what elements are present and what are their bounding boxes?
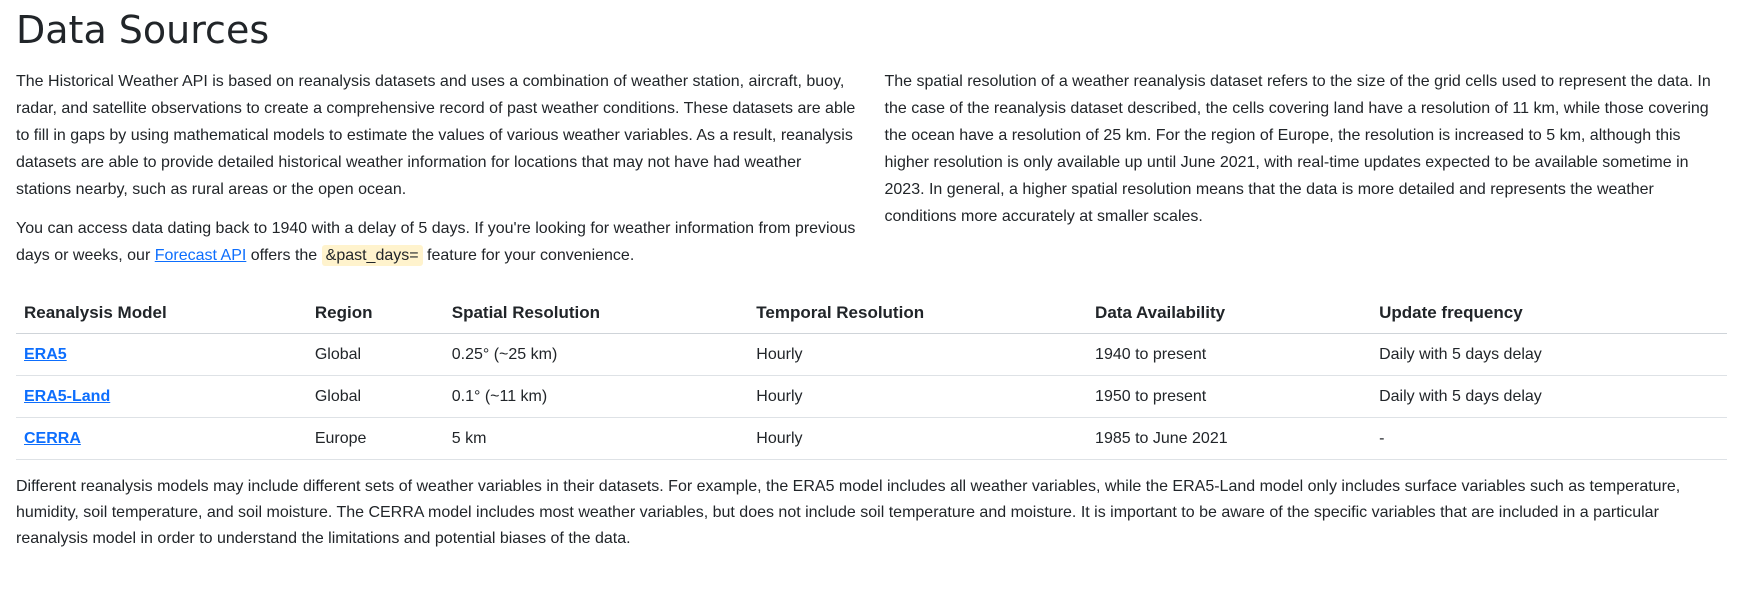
region-cell: Global xyxy=(306,333,444,376)
table-row: ERA5 Global 0.25° (~25 km) Hourly 1940 t… xyxy=(16,333,1727,376)
header-data-availability: Data Availability xyxy=(1087,288,1372,334)
model-cell: CERRA xyxy=(16,417,307,460)
forecast-api-link[interactable]: Forecast API xyxy=(154,246,247,264)
table-header-row: Reanalysis Model Region Spatial Resoluti… xyxy=(16,288,1727,334)
reanalysis-table: Reanalysis Model Region Spatial Resoluti… xyxy=(16,288,1727,460)
header-spatial-resolution: Spatial Resolution xyxy=(443,288,749,334)
header-update-frequency: Update frequency xyxy=(1371,288,1727,334)
access-text-middle: offers the xyxy=(246,246,322,264)
availability-cell: 1940 to present xyxy=(1087,333,1372,376)
table-row: ERA5-Land Global 0.1° (~11 km) Hourly 19… xyxy=(16,375,1727,418)
table-row: CERRA Europe 5 km Hourly 1985 to June 20… xyxy=(16,417,1727,460)
page-title: Data Sources xyxy=(16,8,270,52)
model-link-cerra[interactable]: CERRA xyxy=(24,429,81,447)
model-cell: ERA5-Land xyxy=(16,375,307,418)
right-column: The spatial resolution of a weather rean… xyxy=(885,68,1728,281)
update-cell: - xyxy=(1371,417,1727,460)
region-cell: Europe xyxy=(306,417,444,460)
access-text-after: feature for your convenience. xyxy=(422,246,635,264)
intro-columns: The Historical Weather API is based on r… xyxy=(16,68,1727,281)
availability-cell: 1950 to present xyxy=(1087,375,1372,418)
model-cell: ERA5 xyxy=(16,333,307,376)
data-sources-section: Data Sources The Historical Weather API … xyxy=(16,8,1727,547)
header-temporal-resolution: Temporal Resolution xyxy=(748,288,1088,334)
temporal-cell: Hourly xyxy=(748,417,1088,460)
access-text-before: You can access data dating back to 1940 … xyxy=(16,219,856,264)
header-region: Region xyxy=(306,288,444,334)
temporal-cell: Hourly xyxy=(748,375,1088,418)
intro-paragraph: The Historical Weather API is based on r… xyxy=(16,72,856,198)
spatial-cell: 5 km xyxy=(443,417,749,460)
availability-cell: 1985 to June 2021 xyxy=(1087,417,1372,460)
access-paragraph: You can access data dating back to 1940 … xyxy=(16,215,859,269)
update-cell: Daily with 5 days delay xyxy=(1371,333,1727,376)
past-days-code: &past_days= xyxy=(321,244,423,266)
temporal-cell: Hourly xyxy=(748,333,1088,376)
resolution-paragraph: The spatial resolution of a weather rean… xyxy=(884,72,1711,225)
model-link-era5-land[interactable]: ERA5-Land xyxy=(24,387,111,405)
update-cell: Daily with 5 days delay xyxy=(1371,375,1727,418)
variables-note: Different reanalysis models may include … xyxy=(16,477,1681,547)
spatial-cell: 0.1° (~11 km) xyxy=(443,375,749,418)
model-link-era5[interactable]: ERA5 xyxy=(24,345,67,363)
spatial-cell: 0.25° (~25 km) xyxy=(443,333,749,376)
region-cell: Global xyxy=(306,375,444,418)
header-reanalysis-model: Reanalysis Model xyxy=(16,288,307,334)
left-column: The Historical Weather API is based on r… xyxy=(16,68,859,281)
